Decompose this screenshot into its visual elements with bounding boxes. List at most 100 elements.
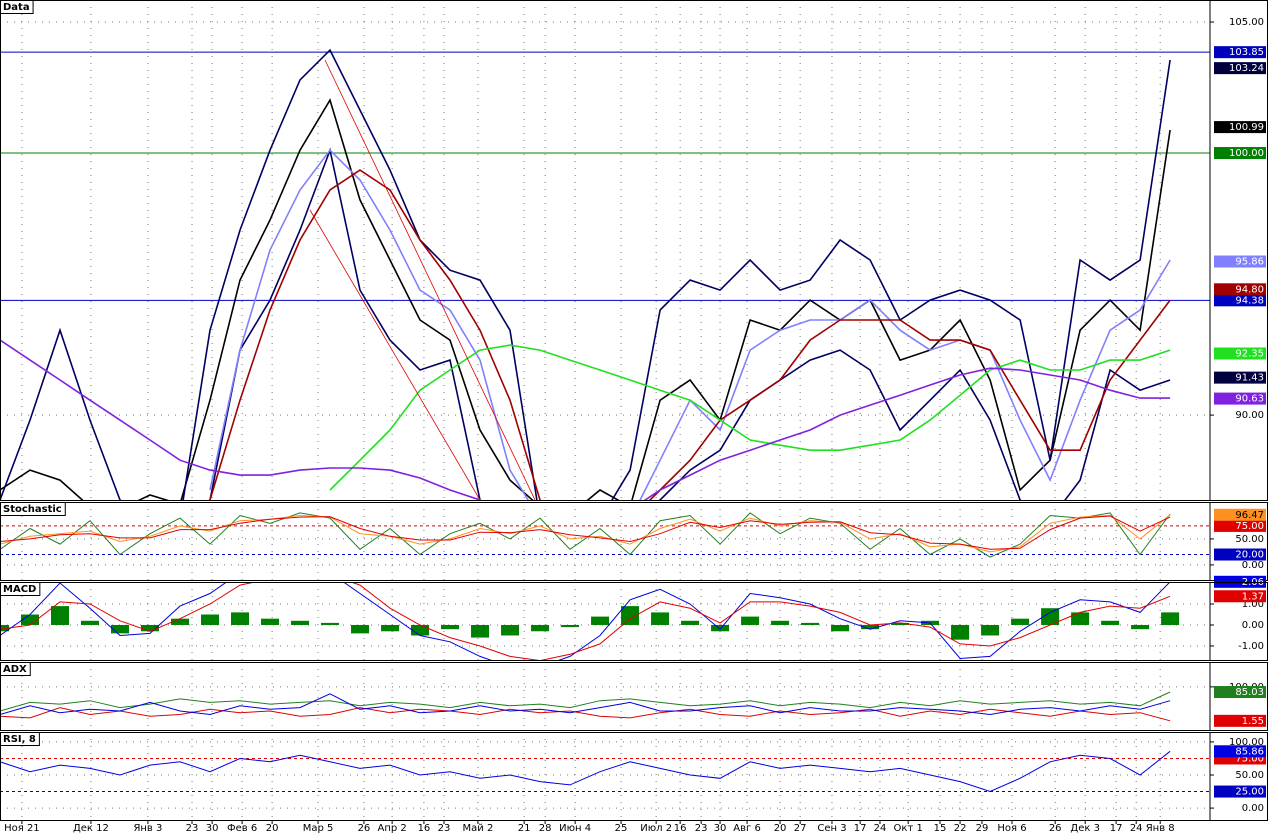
series-line	[0, 515, 1171, 550]
histogram-bar	[981, 624, 1000, 636]
histogram-bar	[81, 620, 100, 625]
price-tag-label: 91.43	[1235, 373, 1264, 384]
price-tag	[1214, 548, 1266, 561]
x-tick-label: 16	[418, 823, 431, 834]
price-tag	[1214, 508, 1266, 521]
price-tag	[1214, 371, 1266, 384]
histogram-bar	[261, 618, 280, 625]
price-tag-label: 95.86	[1235, 257, 1264, 268]
series-line	[0, 707, 1171, 722]
series-line	[208, 147, 1171, 500]
x-tick-label: 21	[518, 823, 531, 834]
histogram-bar	[951, 624, 970, 640]
price-tag-label: 85.86	[1235, 746, 1264, 757]
price-tag	[1214, 46, 1266, 59]
x-tick-label: 16	[674, 823, 687, 834]
price-tag-label: 1.55	[1242, 716, 1264, 727]
series-line	[0, 48, 1171, 500]
price-tag-label: 100.00	[1229, 148, 1264, 159]
panel	[0, 582, 1210, 660]
price-tag	[1214, 294, 1266, 307]
series-line	[0, 750, 1171, 793]
panel-title: Stochastic	[3, 504, 62, 515]
histogram-bar	[321, 622, 340, 625]
price-tag-label: 103.24	[1229, 63, 1264, 74]
histogram-bar	[471, 624, 490, 638]
histogram-bar	[441, 624, 460, 630]
series-line	[0, 514, 1171, 553]
y-tick-label: 50.00	[1235, 770, 1264, 781]
histogram-bar	[381, 624, 400, 632]
histogram-bar	[1101, 620, 1120, 625]
y-tick-label: 90.00	[1235, 410, 1264, 421]
x-tick-label: Фев 6	[227, 823, 257, 834]
histogram-bar	[231, 612, 250, 625]
x-tick-label: Авг 6	[733, 823, 761, 834]
histogram-bar	[741, 616, 760, 625]
histogram-bar	[51, 606, 70, 625]
histogram-bar	[171, 618, 190, 625]
x-tick-label: Апр 2	[377, 823, 406, 834]
x-tick-label: 26	[358, 823, 371, 834]
trend-line	[309, 209, 481, 500]
histogram-bar	[201, 614, 220, 625]
x-tick-label: Май 2	[463, 823, 494, 834]
histogram-bar	[1011, 618, 1030, 625]
panel-title: Data	[3, 2, 30, 13]
x-tick-label: Янв 3	[133, 823, 162, 834]
x-tick-label: Янв 8	[1146, 823, 1175, 834]
x-tick-label: 23	[695, 823, 708, 834]
price-tag	[1214, 283, 1266, 296]
price-tag-label: 103.85	[1229, 47, 1264, 58]
histogram-bar	[711, 624, 730, 632]
histogram-bar	[771, 620, 790, 625]
x-tick-label: 23	[438, 823, 451, 834]
x-tick-label: Июн 4	[559, 823, 591, 834]
histogram-bar	[501, 624, 520, 636]
x-tick-label: 29	[976, 823, 989, 834]
panel-title-box	[0, 662, 31, 676]
histogram-bar	[531, 624, 550, 632]
x-tick-label: 23	[186, 823, 199, 834]
panel-title: MACD	[3, 584, 36, 595]
x-tick-label: 24	[1130, 823, 1143, 834]
histogram-bar	[411, 624, 430, 636]
price-tag-label: 100.99	[1229, 122, 1264, 133]
x-tick-label: Ноя 6	[997, 823, 1026, 834]
series-line	[0, 693, 1171, 716]
x-tick-label: 20	[774, 823, 787, 834]
histogram-bar	[861, 624, 880, 630]
x-tick-label: Ноя 21	[4, 823, 40, 834]
y-tick-label: 0.00	[1242, 620, 1264, 631]
series-line	[0, 582, 1171, 660]
price-tag-label: 94.80	[1235, 284, 1264, 295]
histogram-bar	[651, 612, 670, 625]
panel-title: RSI, 8	[3, 734, 36, 745]
histogram-bar	[1161, 612, 1180, 625]
series-line	[209, 169, 1171, 500]
panel-title-box	[0, 0, 34, 14]
histogram-bar	[1071, 612, 1090, 625]
x-tick-label: 22	[954, 823, 967, 834]
series-line	[0, 339, 1171, 500]
price-tag-label: 1.37	[1242, 591, 1264, 602]
series-line	[329, 344, 1171, 491]
price-tag	[1214, 714, 1266, 727]
histogram-bar	[621, 606, 640, 625]
price-tag-label: 92.35	[1235, 349, 1264, 360]
panel	[0, 0, 1210, 500]
histogram-bar	[891, 622, 910, 625]
price-tag-label: 85.03	[1235, 687, 1264, 698]
x-tick-label: 25	[615, 823, 628, 834]
x-tick-label: 28	[539, 823, 552, 834]
price-tag	[1214, 147, 1266, 160]
price-tag	[1214, 575, 1266, 588]
x-tick-label: Мар 5	[303, 823, 334, 834]
price-tag	[1214, 121, 1266, 134]
y-tick-label: 1.00	[1242, 599, 1264, 610]
x-tick-label: Окт 1	[894, 823, 923, 834]
histogram-bar	[351, 624, 370, 634]
price-tag-label: 20.00	[1235, 550, 1264, 561]
